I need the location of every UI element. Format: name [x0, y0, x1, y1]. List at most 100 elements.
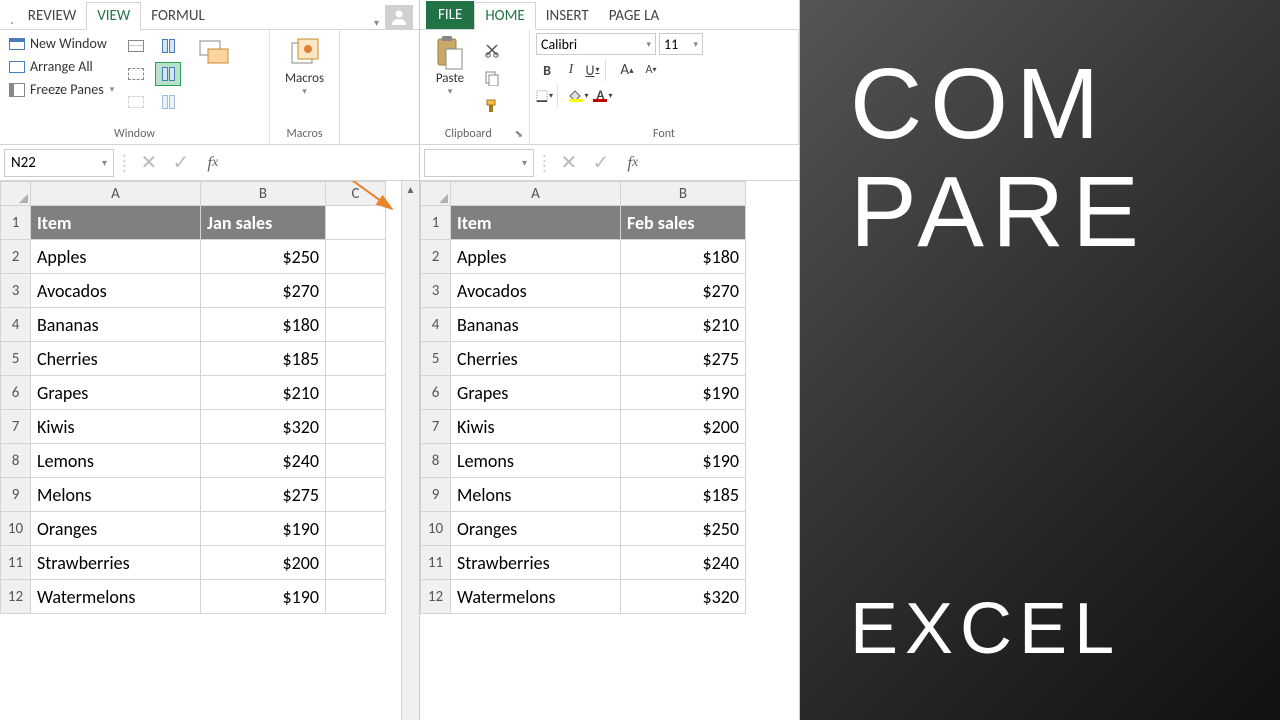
tab-review[interactable]: REVIEW [18, 3, 86, 29]
new-window-button[interactable]: New Window [6, 33, 116, 54]
tab-file[interactable]: FILE [426, 1, 474, 29]
row-header[interactable]: 2 [421, 240, 451, 274]
worksheet-grid-left[interactable]: A B C 1 Item Jan sales 2Apples$2503Avoca… [0, 181, 419, 720]
row-header[interactable]: 10 [1, 512, 31, 546]
row-header[interactable]: 11 [421, 546, 451, 580]
enter-formula-button[interactable]: ✓ [167, 149, 195, 177]
row-header[interactable]: 12 [421, 580, 451, 614]
bold-button[interactable]: B [536, 59, 558, 81]
row-header[interactable]: 10 [421, 512, 451, 546]
insert-function-button[interactable]: fx [619, 149, 647, 177]
cell[interactable]: $250 [201, 240, 326, 274]
cell[interactable]: Melons [451, 478, 621, 512]
row-header[interactable]: 2 [1, 240, 31, 274]
tab-home[interactable]: HOME [474, 2, 535, 30]
select-all-corner[interactable] [421, 182, 451, 206]
cell[interactable]: $180 [621, 240, 746, 274]
cell[interactable] [326, 478, 386, 512]
unhide-button[interactable] [123, 90, 149, 114]
cell[interactable]: $190 [621, 376, 746, 410]
paste-button[interactable]: Paste ▾ [426, 33, 474, 126]
cell[interactable]: Bananas [31, 308, 201, 342]
row-header[interactable]: 6 [1, 376, 31, 410]
row-header[interactable]: 4 [421, 308, 451, 342]
row-header[interactable]: 7 [421, 410, 451, 444]
cell[interactable] [326, 342, 386, 376]
row-header[interactable]: 9 [421, 478, 451, 512]
copy-button[interactable] [479, 66, 505, 90]
col-header-a[interactable]: A [31, 182, 201, 206]
cell[interactable] [326, 580, 386, 614]
cell[interactable]: $275 [621, 342, 746, 376]
cell[interactable]: Watermelons [31, 580, 201, 614]
cell[interactable]: Strawberries [31, 546, 201, 580]
cell[interactable]: Melons [31, 478, 201, 512]
cell[interactable]: Strawberries [451, 546, 621, 580]
fill-color-button[interactable]: ▾ [568, 85, 590, 107]
insert-function-button[interactable]: fx [199, 149, 227, 177]
ribbon-options-caret[interactable]: ▾ [368, 16, 385, 29]
row-header[interactable]: 12 [1, 580, 31, 614]
cell[interactable]: $270 [621, 274, 746, 308]
font-name-combo[interactable]: Calibri▾ [536, 33, 656, 55]
view-side-by-side-button[interactable] [155, 34, 181, 58]
font-size-combo[interactable]: 11▾ [659, 33, 703, 55]
row-header[interactable]: 1 [1, 206, 31, 240]
switch-windows-button[interactable] [190, 33, 238, 126]
cell[interactable]: Cherries [31, 342, 201, 376]
row-header[interactable]: 5 [1, 342, 31, 376]
tab-page-layout[interactable]: PAGE LA [599, 3, 669, 29]
cell[interactable]: Bananas [451, 308, 621, 342]
cell[interactable] [326, 444, 386, 478]
select-all-corner[interactable] [1, 182, 31, 206]
user-account-icon[interactable] [385, 5, 413, 29]
split-button[interactable] [123, 34, 149, 58]
row-header[interactable]: 7 [1, 410, 31, 444]
cut-button[interactable] [479, 38, 505, 62]
name-box[interactable]: N22▾ [4, 149, 114, 177]
tab-formulas[interactable]: FORMUL [141, 3, 215, 29]
cancel-formula-button[interactable]: ✕ [135, 149, 163, 177]
italic-button[interactable]: I [560, 59, 582, 81]
arrange-all-button[interactable]: Arrange All [6, 56, 116, 77]
cell[interactable]: $275 [201, 478, 326, 512]
row-header[interactable]: 4 [1, 308, 31, 342]
format-painter-button[interactable] [479, 94, 505, 118]
cell[interactable]: Item [31, 206, 201, 240]
tab-view[interactable]: VIEW [86, 2, 141, 30]
cell[interactable]: Cherries [451, 342, 621, 376]
row-header[interactable]: 3 [421, 274, 451, 308]
worksheet-grid-right[interactable]: A B 1 Item Feb sales 2Apples$1803Avocado… [420, 181, 799, 720]
synchronous-scrolling-button[interactable] [155, 62, 181, 86]
cell[interactable]: $190 [621, 444, 746, 478]
cell[interactable]: $320 [621, 580, 746, 614]
col-header-c[interactable]: C [326, 182, 386, 206]
cell[interactable] [326, 512, 386, 546]
col-header-b[interactable]: B [201, 182, 326, 206]
cell[interactable]: $200 [621, 410, 746, 444]
cell[interactable]: Lemons [31, 444, 201, 478]
cell[interactable] [326, 240, 386, 274]
cell[interactable]: $200 [201, 546, 326, 580]
decrease-font-button[interactable]: A▾ [640, 59, 662, 81]
enter-formula-button[interactable]: ✓ [587, 149, 615, 177]
row-header[interactable]: 1 [421, 206, 451, 240]
cell[interactable]: Feb sales [621, 206, 746, 240]
row-header[interactable]: 11 [1, 546, 31, 580]
cell[interactable]: Item [451, 206, 621, 240]
cell[interactable]: Apples [31, 240, 201, 274]
cell[interactable]: Avocados [31, 274, 201, 308]
vertical-scrollbar[interactable]: ▲ [401, 181, 419, 720]
cell[interactable]: $270 [201, 274, 326, 308]
cell[interactable]: $190 [201, 580, 326, 614]
name-box[interactable]: ▾ [424, 149, 534, 177]
cell[interactable]: Kiwis [31, 410, 201, 444]
cell[interactable]: Kiwis [451, 410, 621, 444]
cell[interactable]: Watermelons [451, 580, 621, 614]
increase-font-button[interactable]: A▴ [616, 59, 638, 81]
cell[interactable]: Grapes [31, 376, 201, 410]
reset-window-position-button[interactable] [155, 90, 181, 114]
macros-button[interactable]: Macros ▾ [279, 33, 330, 126]
underline-button[interactable]: U▾ [584, 59, 606, 81]
col-header-b[interactable]: B [621, 182, 746, 206]
